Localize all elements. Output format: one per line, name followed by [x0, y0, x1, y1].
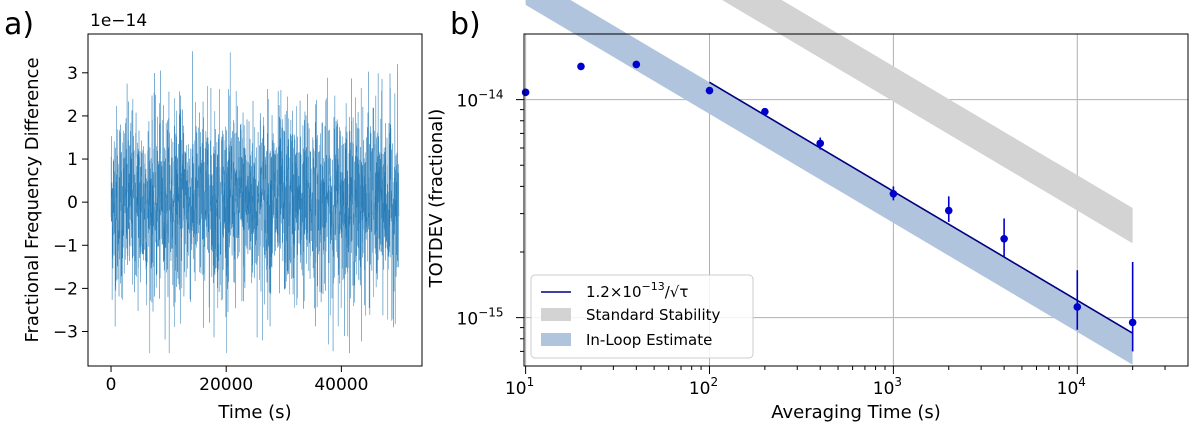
- legend-inloop-swatch: [541, 333, 571, 346]
- panel-a: a) 1e−14 3 2 1 0 −1 −2 −3 0 20000 40000 Time (s)…: [4, 7, 423, 423]
- panel-a-ytick-label: −3: [53, 323, 78, 343]
- panel-a-series-line: [110, 51, 400, 354]
- panel-b-xlabel: Averaging Time (s): [771, 402, 941, 423]
- panel-a-frame: [87, 33, 423, 367]
- panel-b-data-point: [944, 206, 953, 215]
- panel-b: b) 101 102 103 104 10−14 10−15 Averaging Time…: [426, 0, 1189, 423]
- panel-a-label: a): [4, 7, 34, 42]
- panel-b-points: [521, 60, 1137, 352]
- panel-b-ticks: 101 102 103 104 10−14 10−15: [457, 88, 1166, 399]
- panel-b-data-point: [1073, 303, 1082, 311]
- panel-a-ytick-label: 1: [67, 150, 78, 170]
- panel-a-xtick-label: 20000: [199, 375, 253, 395]
- panel-b-data-point: [889, 189, 898, 198]
- panel-a-xtick-label: 40000: [314, 375, 368, 395]
- legend-fit-label: 1.2×10−13/√τ: [586, 280, 688, 301]
- panel-b-data-point: [816, 139, 825, 148]
- panel-a-ytick-label: 2: [67, 107, 78, 127]
- panel-a-xtick-label: 0: [106, 375, 117, 395]
- legend-standard-swatch: [541, 308, 571, 321]
- panel-b-frame: [523, 33, 1189, 367]
- panel-b-label: b): [450, 7, 481, 42]
- panel-a-ytick-label: −1: [53, 236, 78, 256]
- panel-b-data-point: [521, 88, 530, 97]
- panel-b-bands: [525, 0, 1133, 365]
- panel-b-data-point: [1000, 234, 1008, 243]
- panel-b-data-point: [577, 62, 585, 71]
- panel-a-offset-text: 1e−14: [90, 11, 147, 31]
- panel-b-data-point: [1128, 318, 1137, 327]
- panel-a-x-ticks: 0 20000 40000: [106, 366, 368, 395]
- panel-a-ytick-label: −2: [53, 279, 78, 299]
- panel-b-xtick-label: 103: [873, 375, 902, 399]
- panel-b-ylabel: TOTDEV (fractional): [426, 109, 447, 289]
- panel-b-ytick-label: 10−15: [457, 306, 504, 330]
- panel-b-xtick-label: 101: [505, 375, 534, 399]
- panel-a-ytick-label: 3: [67, 64, 78, 84]
- legend-inloop-label: In-Loop Estimate: [586, 331, 712, 349]
- panel-b-legend: 1.2×10−13/√τ Standard Stability In-Loop …: [530, 274, 754, 359]
- panel-b-band-standard-stability: [722, 0, 1133, 244]
- panel-b-fit-line: [709, 81, 1134, 334]
- panel-b-xtick-label: 104: [1057, 375, 1086, 399]
- panel-b-data-point: [632, 60, 641, 69]
- panel-b-band-in-loop-estimate: [525, 0, 1133, 365]
- panel-b-ytick-label: 10−14: [457, 88, 504, 112]
- legend-standard-label: Standard Stability: [586, 306, 721, 324]
- panel-a-y-ticks: 3 2 1 0 −1 −2 −3: [53, 64, 88, 343]
- panel-a-xlabel: Time (s): [217, 402, 291, 423]
- panel-a-ytick-label: 0: [67, 193, 78, 213]
- panel-b-xtick-label: 102: [689, 375, 718, 399]
- panel-b-data-point: [705, 86, 714, 95]
- panel-b-data-point: [761, 107, 769, 116]
- panel-a-ylabel: Fractional Frequency Difference: [22, 57, 43, 342]
- legend-box: [530, 274, 754, 359]
